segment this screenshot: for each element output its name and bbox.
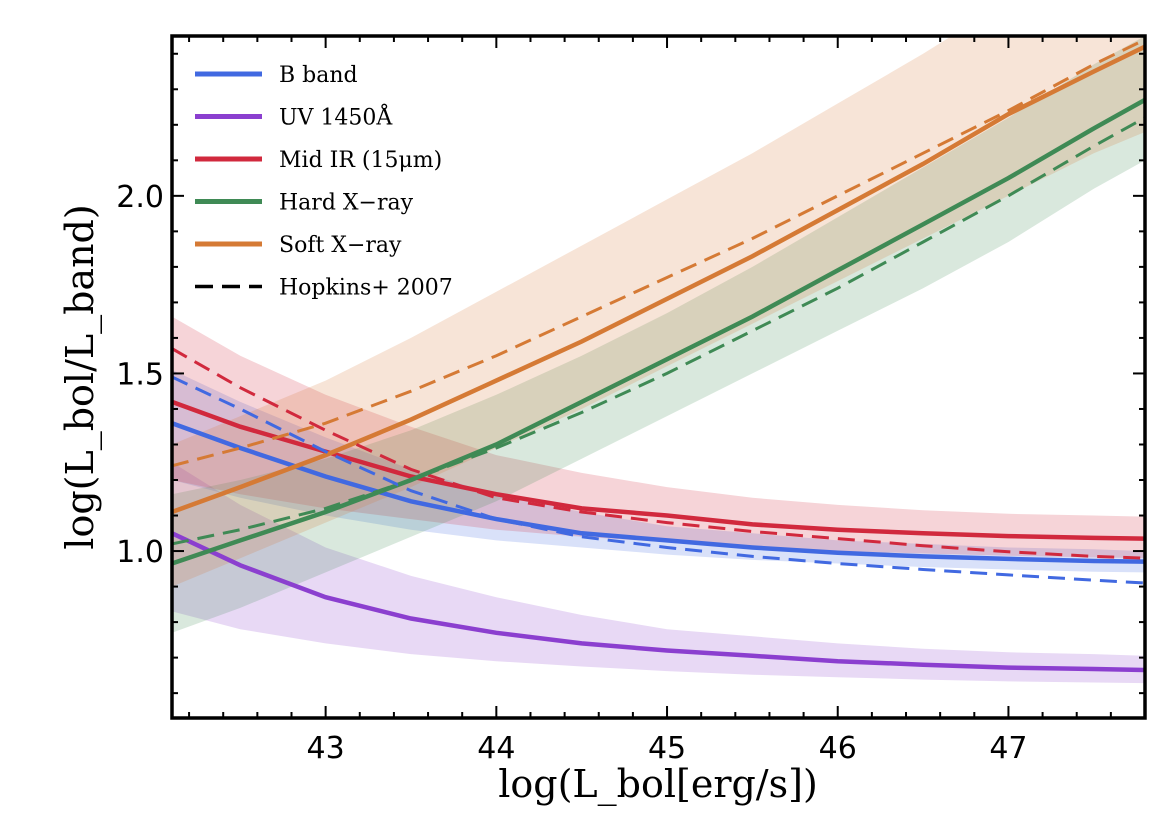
legend-label: UV 1450Å	[279, 103, 393, 131]
band-mid-ir-15-m	[172, 316, 1145, 559]
legend-label: B band	[279, 63, 358, 88]
band-uv-1450	[172, 462, 1145, 684]
dashed-line-4169e1	[172, 375, 1145, 585]
confidence-bands	[172, 36, 1145, 684]
y-axis-title: log(L_bol/L_band)	[58, 204, 103, 549]
y-tick-label: 1.0	[116, 535, 164, 570]
x-axis-title: log(L_bol[erg/s])	[498, 762, 818, 807]
x-tick-label: 45	[648, 731, 686, 766]
tick-labels: 43 44 45 46 47 1.0 1.5 2.0	[116, 180, 1027, 766]
legend-label: Hard X−ray	[279, 191, 414, 216]
x-tick-label: 47	[989, 731, 1027, 766]
legend-label: Mid IR (15μm)	[279, 148, 442, 173]
y-tick-label: 2.0	[116, 180, 164, 215]
y-tick-label: 1.5	[116, 357, 164, 392]
line-hard-x-ray	[172, 97, 1145, 566]
dashed-line-d1293d	[172, 347, 1145, 560]
x-tick-label: 43	[307, 731, 345, 766]
legend-label: Soft X−ray	[279, 233, 402, 258]
legend-label: Hopkins+ 2007	[279, 276, 453, 301]
plot-frame	[170, 34, 1147, 720]
x-tick-label: 44	[477, 731, 515, 766]
line-b-band	[172, 421, 1145, 564]
band-hard-x-ray	[172, 36, 1145, 633]
band-b-band	[172, 369, 1145, 573]
x-tick-label: 46	[819, 731, 857, 766]
series-lines	[172, 38, 1145, 673]
dashed-line-3f8a55	[172, 116, 1145, 546]
dashed-line-d57a35	[172, 38, 1145, 468]
legend: B band UV 1450Å Mid IR (15μm) Hard X−ray Sof…	[195, 63, 453, 301]
line-soft-x-ray	[172, 44, 1145, 515]
line-uv-1450	[172, 531, 1145, 673]
